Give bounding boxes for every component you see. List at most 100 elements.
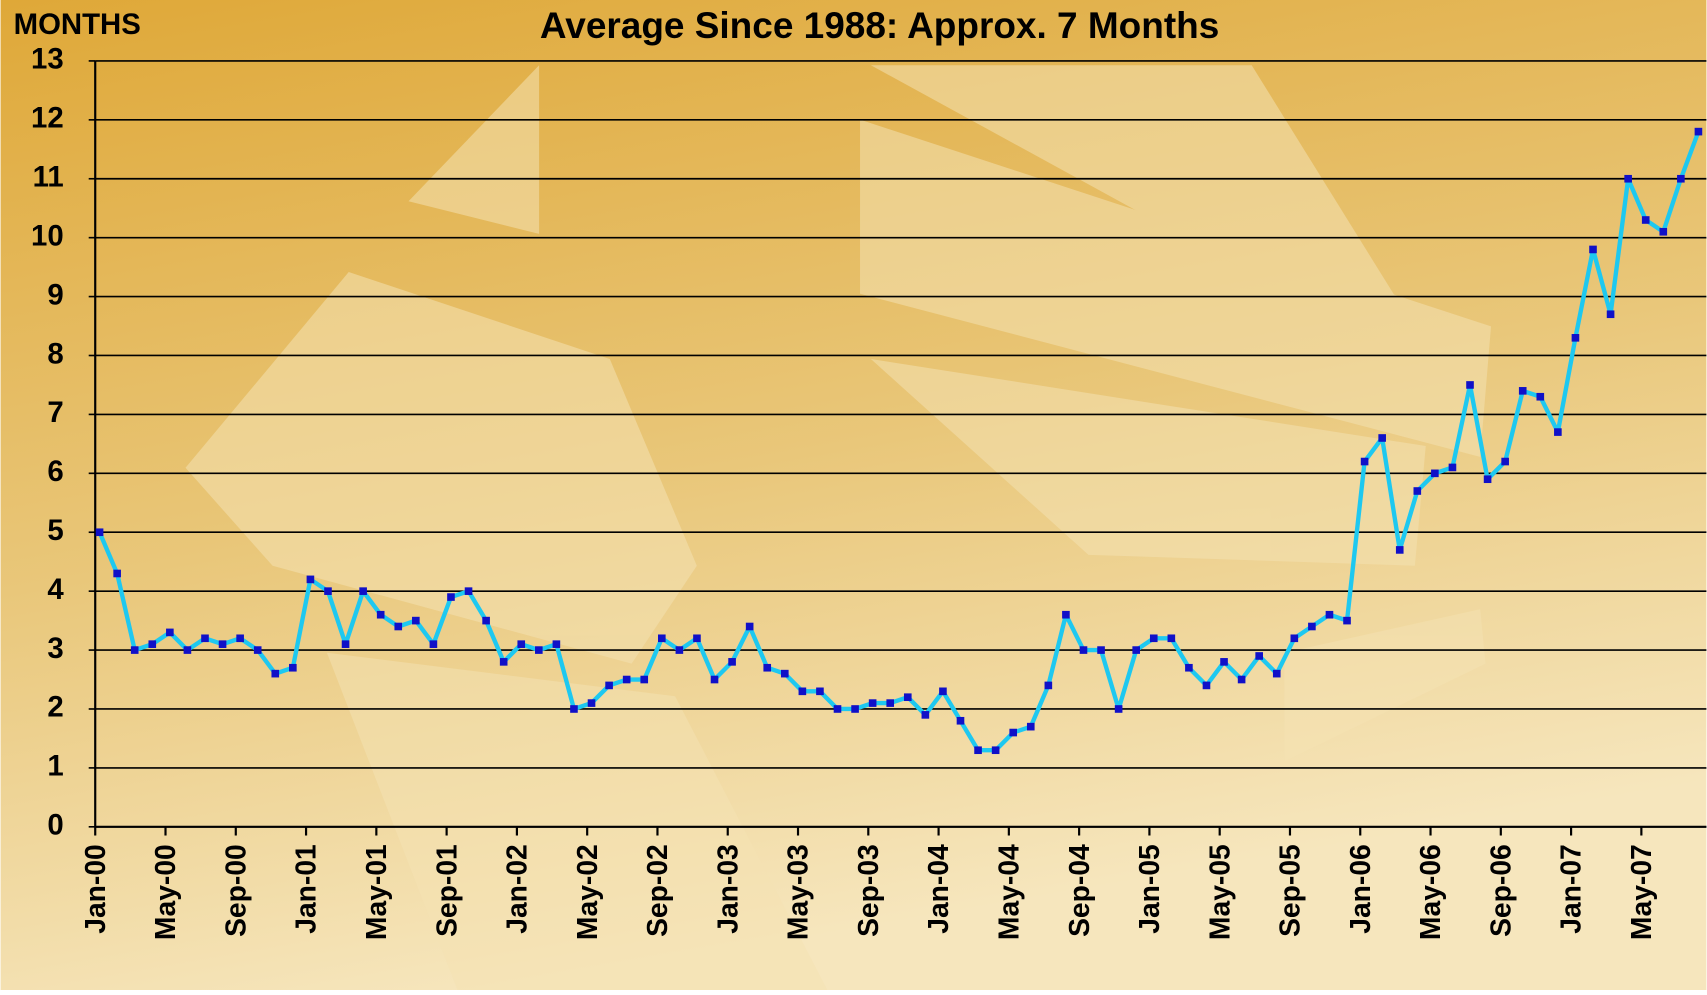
data-point	[447, 593, 455, 601]
data-point	[1202, 681, 1211, 690]
x-tick-label: Sep-02	[641, 844, 673, 937]
data-point	[1378, 434, 1386, 442]
data-point	[1343, 616, 1351, 625]
data-point	[236, 634, 244, 643]
y-tick-label: 1	[47, 750, 63, 783]
data-point	[271, 669, 280, 678]
data-point	[1272, 669, 1281, 678]
data-point	[253, 646, 262, 654]
data-point	[1431, 469, 1439, 478]
x-tick-label: May-05	[1203, 844, 1235, 940]
x-tick-label: Sep-04	[1063, 844, 1095, 937]
x-tick-label: Jan-07	[1555, 844, 1587, 934]
y-tick-label: 9	[47, 278, 63, 311]
data-point	[1220, 658, 1228, 666]
data-point	[816, 687, 824, 696]
data-point	[1009, 728, 1018, 737]
data-point	[148, 640, 157, 648]
data-point	[1114, 705, 1123, 713]
y-tick-label: 10	[31, 219, 64, 252]
data-point	[218, 640, 227, 648]
x-tick-label: Sep-05	[1274, 844, 1306, 937]
data-point	[587, 699, 596, 707]
data-point	[868, 699, 877, 707]
data-point	[1132, 646, 1141, 654]
data-point	[1694, 127, 1703, 136]
data-point	[412, 616, 420, 625]
plot	[95, 127, 1703, 755]
x-tick-label: Jan-01	[290, 844, 322, 934]
x-tick-label: Sep-03	[852, 844, 884, 937]
y-tick-label: 4	[47, 573, 64, 606]
y-tick-label: 8	[47, 337, 63, 370]
data-point	[1290, 634, 1299, 643]
data-point	[622, 675, 631, 684]
data-point	[394, 622, 403, 631]
data-point	[1149, 634, 1158, 643]
x-tick-label: May-02	[571, 844, 603, 940]
data-point	[675, 646, 684, 654]
y-tick-label: 5	[47, 514, 63, 547]
data-point	[429, 640, 438, 648]
data-point	[1255, 652, 1263, 660]
data-point	[517, 640, 526, 648]
data-point	[1079, 646, 1088, 654]
data-point	[1448, 463, 1457, 472]
data-point	[341, 640, 350, 648]
data-point	[658, 634, 666, 643]
data-point	[201, 634, 209, 643]
data-point	[886, 699, 895, 707]
data-point	[1659, 227, 1668, 236]
data-point	[921, 711, 930, 719]
data-point	[1606, 310, 1615, 319]
data-point	[1395, 546, 1404, 554]
data-point	[183, 646, 192, 654]
data-point	[1237, 675, 1246, 684]
data-point	[728, 658, 736, 666]
data-point	[956, 716, 965, 725]
data-point	[1501, 457, 1509, 466]
data-point	[1325, 610, 1334, 619]
data-point	[113, 569, 121, 578]
x-tick-label: Sep-01	[430, 844, 462, 937]
x-tick-label: May-03	[782, 844, 814, 940]
data-point	[605, 681, 613, 690]
data-point	[1167, 634, 1176, 643]
data-point	[693, 634, 701, 643]
background-shapes	[185, 65, 1492, 990]
data-point	[851, 705, 859, 713]
data-point	[974, 746, 982, 755]
x-tick-label: May-04	[992, 844, 1024, 940]
data-point	[306, 575, 315, 584]
y-tick-label: 11	[33, 161, 64, 194]
data-point	[1413, 487, 1422, 495]
data-point	[1360, 457, 1369, 466]
x-tick-label: Jan-04	[922, 844, 954, 934]
data-point	[1518, 387, 1527, 395]
data-point	[1185, 663, 1193, 672]
x-tick-label: Jan-05	[1133, 844, 1165, 934]
data-point	[1571, 334, 1580, 342]
data-point	[95, 528, 104, 537]
data-point	[798, 687, 807, 696]
data-point	[1308, 622, 1316, 631]
data-point	[640, 675, 649, 684]
data-point	[1589, 245, 1597, 254]
data-point	[552, 640, 561, 648]
y-tick-label: 12	[31, 102, 64, 135]
x-tick-label: May-06	[1414, 844, 1446, 940]
x-tick-label: Jan-02	[501, 844, 533, 934]
y-tick-label: 2	[47, 691, 63, 724]
data-point	[1026, 722, 1035, 731]
data-point	[464, 587, 473, 595]
data-point	[324, 587, 332, 595]
data-point	[763, 663, 772, 672]
data-point	[1536, 392, 1545, 401]
data-point	[991, 746, 1000, 755]
y-axis-label: MONTHS	[14, 8, 141, 41]
data-point	[359, 587, 367, 595]
data-point	[166, 628, 174, 637]
